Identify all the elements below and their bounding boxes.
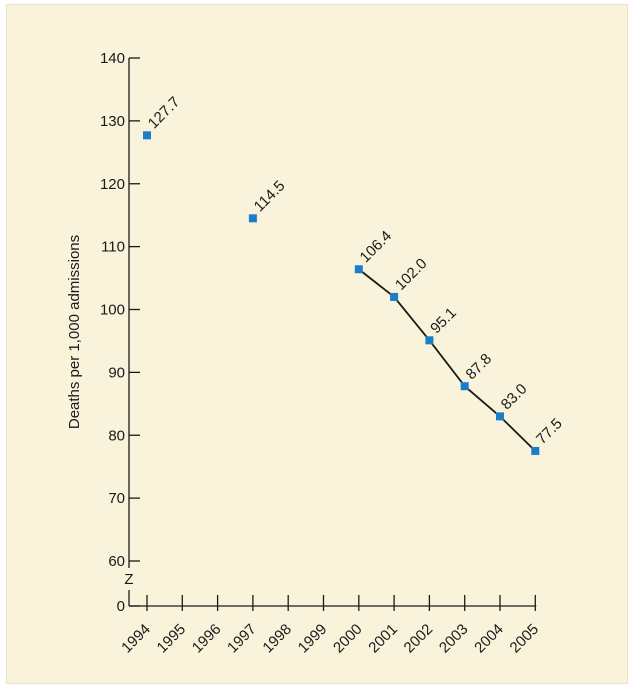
- x-tick-label-1998: 1998: [259, 621, 295, 657]
- y-axis-title: Deaths per 1,000 admissions: [66, 235, 83, 429]
- data-point-1997: [248, 214, 257, 223]
- x-tick-label-2001: 2001: [365, 621, 401, 657]
- y-tick-label-120: 120: [100, 176, 125, 193]
- x-tick-label-2003: 2003: [436, 621, 472, 657]
- data-label-2002: 95.1: [427, 304, 460, 337]
- chart-panel: [6, 4, 628, 684]
- x-tick-label-1997: 1997: [224, 621, 260, 657]
- x-tick-label-2002: 2002: [401, 621, 437, 657]
- y-tick-label-0: 0: [117, 598, 125, 615]
- data-label-1997: 114.5: [251, 177, 289, 215]
- data-label-1994: 127.7: [145, 94, 184, 133]
- data-label-2003: 87.8: [463, 350, 496, 383]
- data-label-2000: 106.4: [357, 228, 396, 267]
- y-tick-label-80: 80: [108, 427, 125, 444]
- data-point-2002: [425, 336, 434, 345]
- axis-break-marker: Z: [124, 571, 133, 588]
- data-label-2004: 83.0: [498, 381, 531, 414]
- x-tick-label-1994: 1994: [118, 621, 154, 657]
- x-tick-label-2000: 2000: [330, 621, 366, 657]
- data-point-2000: [354, 265, 363, 274]
- data-label-2001: 102.0: [392, 255, 431, 294]
- data-point-2003: [460, 382, 469, 391]
- y-tick-label-60: 60: [108, 553, 125, 570]
- data-label-2005: 77.5: [533, 415, 566, 448]
- y-tick-label-100: 100: [100, 302, 125, 319]
- y-tick-label-140: 140: [100, 50, 125, 67]
- data-point-2004: [496, 412, 504, 421]
- x-tick-label-2004: 2004: [471, 621, 507, 657]
- y-tick-label-70: 70: [108, 490, 125, 507]
- series-line: [358, 268, 536, 452]
- y-tick-label-110: 110: [101, 239, 125, 256]
- x-tick-label-1996: 1996: [189, 621, 225, 657]
- data-point-1994: [143, 131, 151, 140]
- y-tick-label-90: 90: [108, 364, 125, 381]
- y-tick-label-130: 130: [100, 113, 125, 130]
- x-tick-label-2005: 2005: [507, 621, 543, 657]
- x-tick-label-1999: 1999: [295, 621, 331, 657]
- data-point-2005: [531, 446, 540, 455]
- data-point-2001: [390, 292, 399, 301]
- x-tick-label-1995: 1995: [154, 621, 190, 657]
